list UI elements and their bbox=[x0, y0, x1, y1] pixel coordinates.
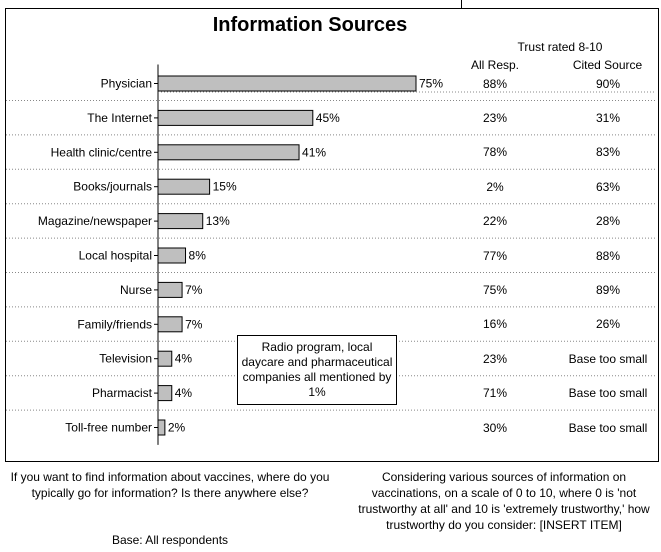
bar bbox=[157, 178, 211, 195]
all-resp-cell: 30% bbox=[482, 420, 508, 435]
all-resp-cell: 2% bbox=[486, 179, 504, 194]
bar-value-label: 7% bbox=[185, 283, 203, 297]
cited-source-cell: Base too small bbox=[568, 420, 648, 435]
chart-frame bbox=[5, 8, 659, 462]
frame-tick bbox=[461, 0, 462, 8]
all-resp-cell: 16% bbox=[482, 317, 508, 332]
cited-source-cell: Base too small bbox=[568, 386, 648, 401]
category-label: Toll-free number bbox=[65, 421, 152, 435]
bar-value-label: 4% bbox=[175, 386, 193, 400]
category-label: Television bbox=[99, 352, 152, 366]
bar bbox=[157, 213, 204, 230]
bar bbox=[157, 385, 173, 402]
bar-value-label: 2% bbox=[168, 421, 186, 435]
all-resp-cell: 88% bbox=[482, 76, 508, 91]
all-resp-header: All Resp. bbox=[470, 58, 520, 72]
all-resp-cell: 23% bbox=[482, 110, 508, 125]
bar-value-label: 7% bbox=[185, 317, 203, 331]
cited-source-header: Cited Source bbox=[572, 58, 643, 72]
bar bbox=[157, 419, 166, 436]
cited-source-cell: 26% bbox=[595, 317, 621, 332]
bar-value-label: 75% bbox=[419, 77, 443, 91]
cited-source-cell: 31% bbox=[595, 110, 621, 125]
category-label: Nurse bbox=[120, 283, 152, 297]
bar bbox=[157, 316, 183, 333]
all-resp-cell: 71% bbox=[482, 386, 508, 401]
category-label: Pharmacist bbox=[92, 386, 153, 400]
bar-value-label: 8% bbox=[189, 249, 207, 263]
cited-source-cell: 28% bbox=[595, 214, 621, 229]
trust-header: Trust rated 8-10 bbox=[517, 40, 603, 54]
category-label: Physician bbox=[101, 77, 152, 91]
cited-source-cell: 90% bbox=[595, 76, 621, 91]
bar-value-label: 4% bbox=[175, 352, 193, 366]
bar-value-label: 13% bbox=[206, 214, 230, 228]
category-label: Family/friends bbox=[77, 317, 152, 331]
category-label: Local hospital bbox=[79, 249, 152, 263]
bar bbox=[157, 281, 183, 298]
chart-title: Information Sources bbox=[212, 14, 408, 36]
bar bbox=[157, 109, 314, 126]
all-resp-cell: 75% bbox=[482, 282, 508, 297]
all-resp-cell: 23% bbox=[482, 351, 508, 366]
category-label: The Internet bbox=[87, 111, 152, 125]
cited-source-cell: Base too small bbox=[568, 351, 648, 366]
bar bbox=[157, 144, 300, 161]
cited-source-cell: 63% bbox=[595, 179, 621, 194]
all-resp-cell: 77% bbox=[482, 248, 508, 263]
cited-source-cell: 88% bbox=[595, 248, 621, 263]
footer-trust-question: Considering various sources of informati… bbox=[358, 470, 650, 532]
bar-value-label: 45% bbox=[316, 111, 340, 125]
all-resp-cell: 22% bbox=[482, 214, 508, 229]
footer-base: Base: All respondents bbox=[111, 533, 229, 547]
category-label: Books/journals bbox=[73, 180, 152, 194]
bar bbox=[157, 247, 187, 264]
bar bbox=[157, 75, 417, 92]
bar-value-label: 15% bbox=[213, 180, 237, 194]
chart-note: Radio program, local daycare and pharmac… bbox=[237, 335, 397, 405]
cited-source-cell: 89% bbox=[595, 282, 621, 297]
cited-source-cell: 83% bbox=[595, 145, 621, 160]
all-resp-cell: 78% bbox=[482, 145, 508, 160]
footer-question: If you want to find information about va… bbox=[10, 470, 330, 500]
bar bbox=[157, 350, 173, 367]
category-label: Magazine/newspaper bbox=[38, 214, 152, 228]
category-label: Health clinic/centre bbox=[51, 145, 153, 159]
bar-value-label: 41% bbox=[302, 145, 326, 159]
